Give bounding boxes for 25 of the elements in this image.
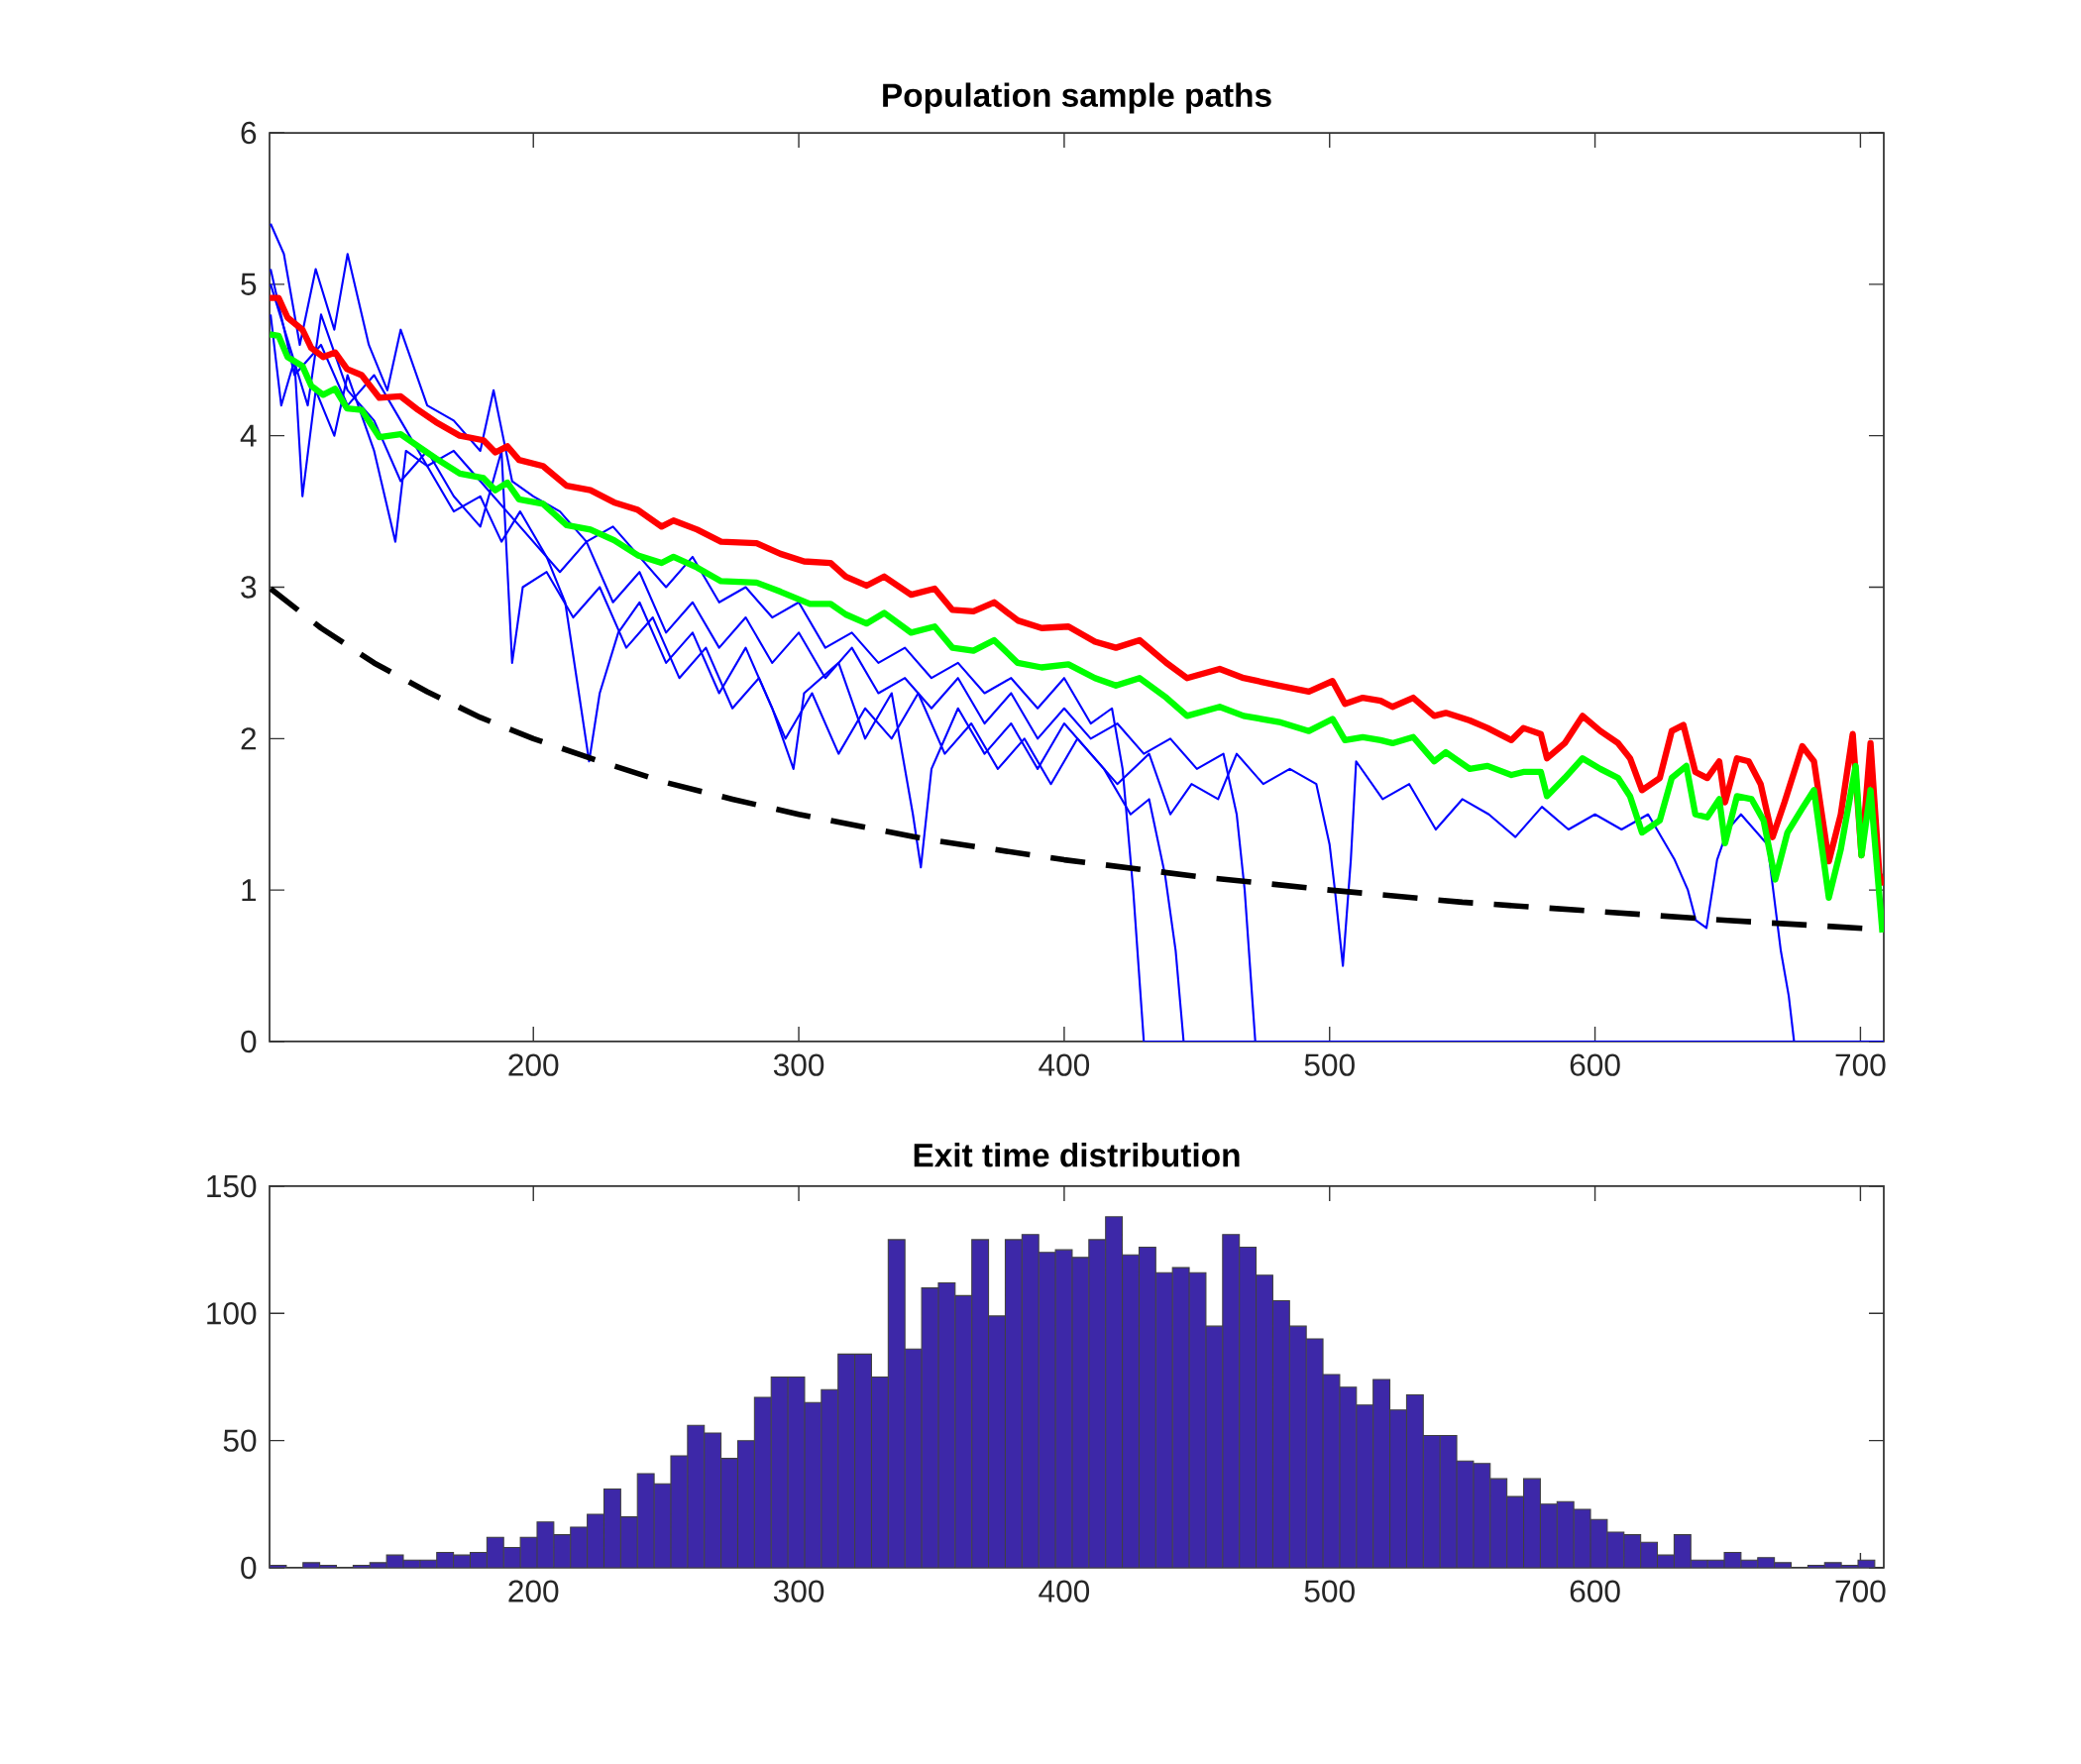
x-tick-label: 200 — [508, 1580, 559, 1602]
y-tick-label: 0 — [241, 1030, 257, 1053]
x-tick-label: 300 — [773, 1053, 824, 1076]
y-tick-label: 2 — [241, 727, 256, 750]
y-tick-label: 100 — [207, 1302, 257, 1325]
x-tick-label: 500 — [1304, 1053, 1355, 1076]
x-tick-label: 200 — [508, 1053, 559, 1076]
y-tick-label: 6 — [241, 121, 257, 145]
y-tick-label: 0 — [241, 1556, 257, 1580]
x-tick-label: 400 — [1039, 1053, 1090, 1076]
y-tick-label: 150 — [207, 1174, 257, 1198]
y-tick-label: 4 — [240, 424, 257, 447]
x-tick-label: 300 — [773, 1580, 824, 1602]
x-tick-label: 500 — [1304, 1580, 1355, 1602]
chart-title: Exit time distribution — [914, 1143, 1240, 1167]
x-tick-label: 600 — [1570, 1580, 1620, 1602]
chart-title: Population sample paths — [883, 82, 1271, 114]
y-tick-label: 1 — [242, 879, 257, 902]
y-tick-label: 3 — [241, 576, 257, 599]
y-tick-label: 5 — [241, 273, 257, 295]
x-tick-label: 400 — [1039, 1580, 1090, 1602]
x-tick-label: 700 — [1835, 1053, 1886, 1076]
y-tick-label: 50 — [223, 1429, 257, 1452]
x-tick-label: 600 — [1570, 1053, 1620, 1076]
x-tick-label: 700 — [1835, 1580, 1886, 1602]
